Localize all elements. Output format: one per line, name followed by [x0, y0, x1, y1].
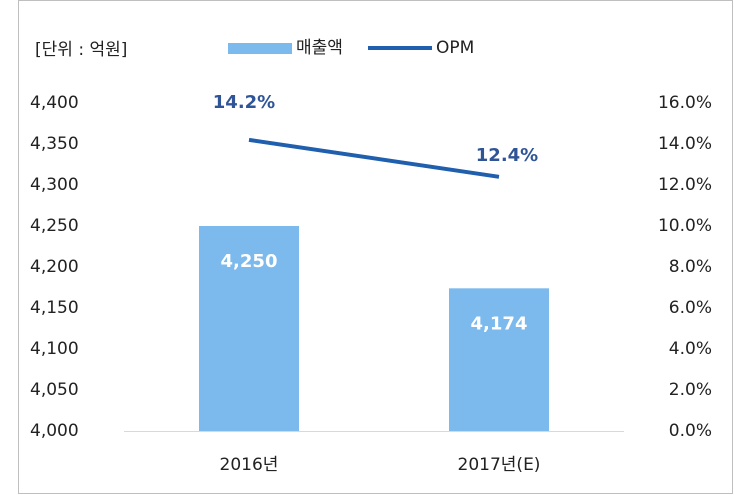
legend-swatch: [228, 43, 292, 54]
y2-tick-label: 0.0%: [669, 421, 712, 441]
unit-label: [단위 : 억원]: [35, 40, 127, 60]
bar-value-label: 4,174: [471, 313, 528, 334]
y-tick-label: 4,200: [30, 257, 79, 277]
y-tick-label: 4,300: [30, 175, 79, 195]
x-tick-label: 2016년: [220, 455, 279, 475]
y-tick-label: 4,100: [30, 339, 79, 359]
y2-tick-label: 4.0%: [669, 339, 712, 359]
y2-tick-label: 12.0%: [658, 175, 712, 195]
y2-tick-label: 16.0%: [658, 93, 712, 113]
line-value-label: 14.2%: [213, 92, 275, 113]
y-tick-label: 4,000: [30, 421, 79, 441]
y-tick-label: 4,400: [30, 93, 79, 113]
y2-tick-label: 2.0%: [669, 380, 712, 400]
bar-value-label: 4,250: [221, 251, 278, 272]
legend-label: 매출액: [296, 38, 343, 58]
y2-tick-label: 14.0%: [658, 134, 712, 154]
y-tick-label: 4,050: [30, 380, 79, 400]
y2-tick-label: 8.0%: [669, 257, 712, 277]
y-tick-label: 4,350: [30, 134, 79, 154]
x-tick-label: 2017년(E): [458, 455, 541, 475]
y2-tick-label: 6.0%: [669, 298, 712, 318]
bar: [449, 288, 549, 431]
line: [248, 137, 500, 179]
line-value-label: 12.4%: [476, 145, 538, 166]
y-tick-label: 4,150: [30, 298, 79, 318]
y2-tick-label: 10.0%: [658, 216, 712, 236]
bar: [199, 226, 299, 431]
legend-label: OPM: [436, 38, 474, 58]
y-tick-label: 4,250: [30, 216, 79, 236]
chart-border: [18, 0, 733, 494]
